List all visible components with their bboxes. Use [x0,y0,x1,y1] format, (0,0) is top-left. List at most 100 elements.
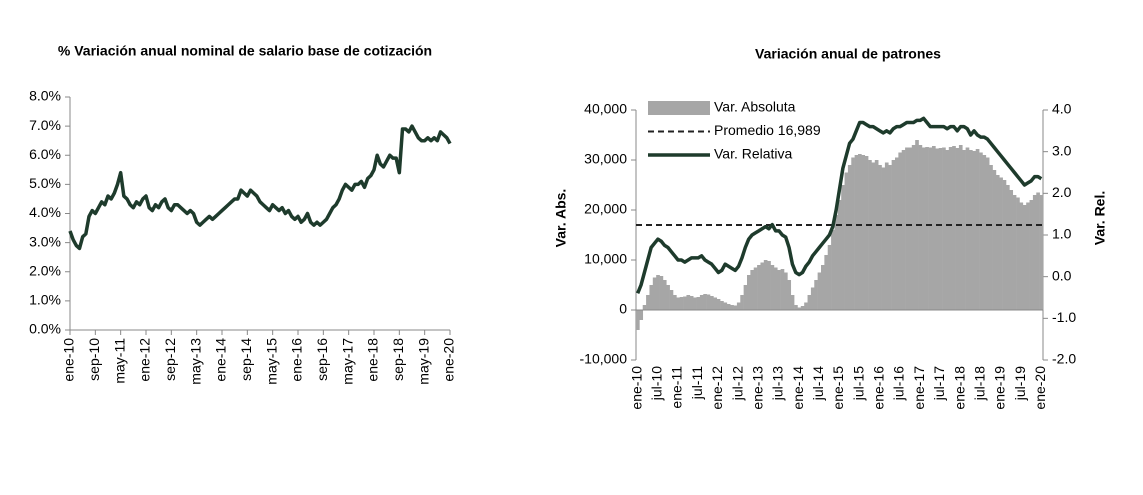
x-tick-label: ene-18 [365,338,381,382]
bar [636,310,640,330]
x-tick-label: ene-20 [1032,366,1048,410]
y-tick-label: 3.0% [29,233,61,249]
y-tick-label: 8.0% [29,88,61,104]
bar [1026,202,1030,310]
bar [1032,195,1037,310]
x-tick-label: jul-14 [810,366,826,401]
bar [666,285,670,310]
bar [827,245,832,310]
bar [662,280,667,310]
bar [810,287,815,310]
bar [888,165,892,310]
line-series [636,116,1043,294]
bar [763,260,768,310]
x-tick-label: may-13 [187,338,203,385]
y-tick-label: 10,000 [584,251,627,267]
bar [854,155,859,310]
x-tick-label: may-11 [111,338,127,384]
bar [736,302,741,310]
bar [837,200,842,310]
bar [948,147,953,310]
y-tick-label: 0 [619,301,627,317]
x-tick-label: may-19 [415,338,431,385]
bar [659,276,664,310]
bar [874,160,879,310]
y2-axis-title: Var. Rel. [1092,191,1108,245]
bar [807,295,812,310]
bar [884,162,889,310]
y-tick-label: 7.0% [29,117,61,133]
legend-label: Var. Absoluta [714,99,796,115]
bar [1009,190,1014,310]
bar [1019,202,1024,310]
legend-label: Promedio 16,989 [714,122,821,138]
x-tick-label: jul-15 [850,366,866,401]
y-tick-label: 6.0% [29,146,61,162]
bar [911,145,916,310]
bar [824,255,829,310]
bar [706,294,711,310]
x-tick-label: ene-12 [137,338,153,382]
x-tick-label: jul-17 [931,366,947,401]
x-tick-label: ene-13 [749,366,765,410]
y-tick-label: 1.0 [1052,226,1072,242]
x-tick-label: may-15 [263,338,279,385]
bar [925,147,929,310]
bar [710,296,714,310]
bar [1006,185,1010,310]
y-tick-label: 5.0% [29,175,61,191]
x-tick-label: ene-11 [669,366,685,409]
y-tick-label: 20,000 [584,201,627,217]
y-tick-label: -1.0 [1052,309,1076,325]
x-tick-label: jul-13 [770,366,786,401]
bar [787,280,792,310]
x-tick-label: ene-14 [213,338,229,382]
bar [797,307,802,310]
x-tick-label: ene-10 [628,366,644,410]
bar [871,162,876,310]
bar [686,295,691,310]
bar [730,305,734,310]
y-tick-label: 2.0 [1052,184,1072,200]
bar [1012,195,1017,310]
x-tick-label: sep-16 [314,338,330,381]
bar [804,302,808,310]
bar [858,154,862,310]
x-tick-label: sep-12 [162,338,178,381]
x-tick-label: ene-19 [992,366,1008,410]
x-tick-label: ene-10 [61,338,77,382]
bar [955,148,960,310]
x-tick-label: jul-16 [891,366,907,401]
bar [743,285,748,310]
y-tick-label: 0.0 [1052,267,1072,283]
y-tick-label: 30,000 [584,151,627,167]
chart-title: % Variación anual nominal de salario bas… [58,43,432,59]
bar [844,172,849,310]
x-tick-label: ene-14 [790,366,806,410]
y-tick-label: 1.0% [29,292,61,308]
chart-title: Variación anual de patrones [755,46,941,62]
bar [928,147,933,310]
bar [777,270,781,310]
bar [999,177,1003,310]
y-axis-title: Var. Abs. [553,189,569,248]
y-tick-label: 4.0 [1052,101,1072,117]
bar [784,272,788,310]
bar [1002,180,1007,310]
y-tick-label: 3.0 [1052,142,1072,158]
bar [817,272,822,310]
x-tick-label: jul-18 [971,366,987,401]
x-tick-label: ene-18 [951,366,967,410]
bar [800,306,805,310]
bar [891,160,896,310]
x-tick-label: jul-19 [1012,366,1028,401]
bar [881,167,886,310]
bar [733,305,738,310]
x-tick-label: ene-16 [871,366,887,410]
bar [942,147,946,310]
bar [750,270,755,310]
x-tick-label: ene-16 [289,338,305,382]
x-tick-label: jul-10 [649,366,665,401]
bar [932,146,936,310]
